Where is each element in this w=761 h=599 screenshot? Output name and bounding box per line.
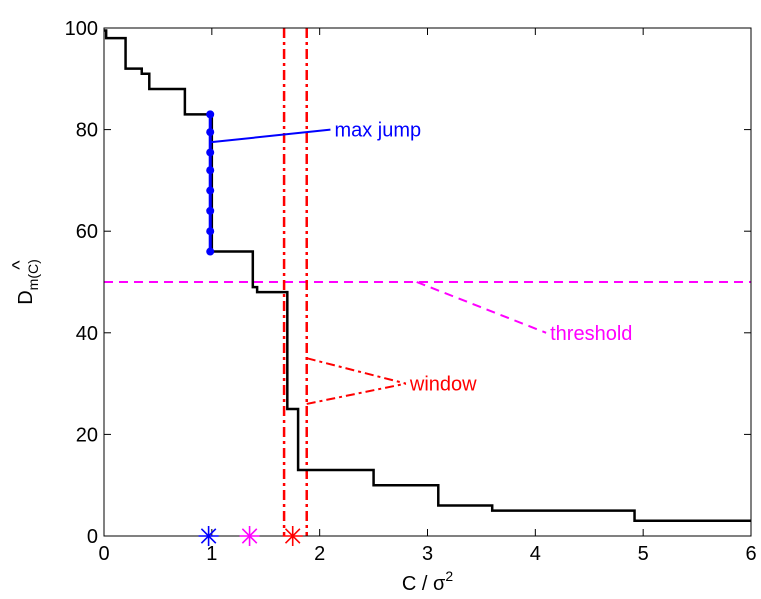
- annotation-pointer: [416, 281, 547, 334]
- jump-point: [206, 128, 215, 137]
- star-marker: [198, 526, 219, 546]
- x-tick-label: 5: [638, 543, 649, 565]
- annotation-pointer: [306, 382, 407, 405]
- annotation-pointer: [210, 128, 331, 144]
- star-marker: [239, 526, 260, 546]
- jump-point: [206, 166, 215, 175]
- y-axis-hat: ^: [9, 260, 31, 270]
- x-tick-label: 3: [422, 543, 433, 565]
- x-tick-label: 6: [745, 543, 756, 565]
- jump-point: [206, 186, 215, 195]
- jump-point: [206, 110, 215, 119]
- x-tick-label: 0: [98, 543, 109, 565]
- y-axis-title: Dm(C)^: [9, 259, 41, 305]
- y-tick-label: 40: [76, 323, 98, 345]
- jump-point: [206, 247, 215, 256]
- annotation-label: threshold: [550, 323, 632, 345]
- annotation-label: max jump: [334, 120, 421, 142]
- y-tick-label: 0: [87, 526, 98, 548]
- annotation-label: window: [409, 374, 477, 396]
- svg-text:Dm(C): Dm(C): [15, 259, 41, 305]
- jump-point: [206, 227, 215, 236]
- step-curve: [104, 29, 751, 523]
- x-tick-label: 2: [314, 543, 325, 565]
- x-tick-label: 4: [530, 543, 541, 565]
- y-tick-label: 20: [76, 424, 98, 446]
- jump-point: [206, 148, 215, 157]
- y-tick-label: 100: [65, 18, 98, 40]
- x-axis-title: C / σ2: [402, 568, 453, 595]
- y-tick-label: 60: [76, 221, 98, 243]
- x-tick-label: 1: [206, 543, 217, 565]
- annotation-pointer: [306, 357, 407, 385]
- y-tick-label: 80: [76, 120, 98, 142]
- star-marker: [282, 526, 303, 546]
- jump-point: [206, 206, 215, 215]
